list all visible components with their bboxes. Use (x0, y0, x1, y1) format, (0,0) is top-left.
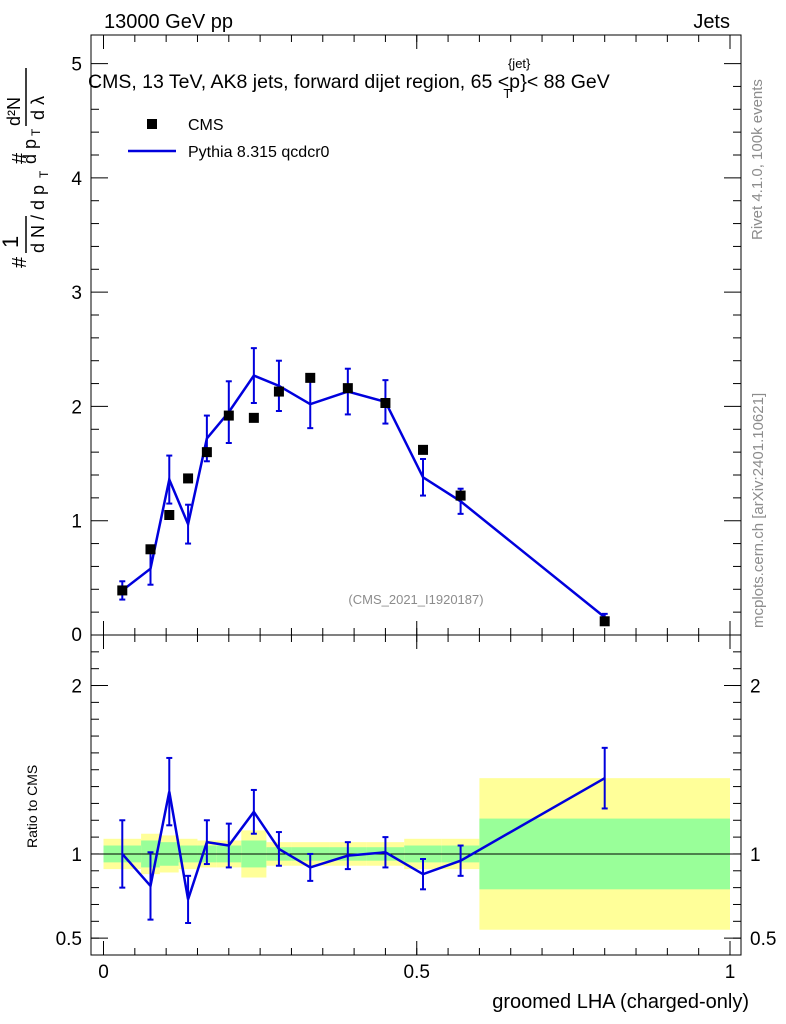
data-point (183, 473, 194, 484)
y-tick-label: 4 (71, 169, 82, 190)
ratio-plot-frame (90, 634, 742, 956)
x-tick-label: 1 (725, 962, 736, 983)
x-tick-label: 0 (98, 962, 109, 983)
svg-text:#: # (9, 256, 31, 268)
legend-data-label: CMS (188, 117, 224, 134)
mc-series-main (119, 347, 608, 622)
y-tick-label: 2 (71, 397, 82, 418)
svg-text:d p: d p (20, 139, 40, 164)
x-axis-label: groomed LHA (charged-only) (492, 991, 749, 1013)
data-point (145, 544, 156, 555)
data-point (201, 447, 212, 458)
x-tick-label: 0.5 (404, 962, 430, 983)
mcplots-credit: mcplots.cern.ch [arXiv:2401.10621] (750, 393, 767, 628)
data-point (223, 410, 234, 421)
header-category: Jets (693, 11, 730, 33)
ratio-y-tick-label: 0.5 (56, 929, 82, 950)
chart-title: CMS, 13 TeV, AK8 jets, forward dijet reg… (88, 56, 610, 101)
y-tick-label: 1 (71, 512, 82, 533)
rivet-version: Rivet 4.1.0, 100k events (749, 79, 766, 240)
ratio-y-tick-label-right: 1 (750, 845, 761, 866)
data-point (342, 383, 353, 394)
axis-ticks: 0 0.5 1 1 2 3 4 5 0 0.5 0.5 1 1 2 2 (56, 35, 776, 983)
ratio-y-tick-label: 2 (71, 677, 82, 698)
svg-text:d N / d p: d N / d p (28, 185, 48, 253)
svg-text:#: # (9, 152, 31, 164)
ratio-y-tick-label-right: 2 (750, 677, 761, 698)
mc-series-ratio (119, 746, 608, 924)
y-tick-label: 5 (71, 55, 82, 76)
y-tick-label-zero: 0 (71, 625, 82, 646)
data-point (599, 616, 610, 627)
ratio-y-tick-label-right: 0.5 (750, 929, 776, 950)
data-series-main (117, 372, 610, 627)
y-axis-label-main: # 1 d N / d p T # d p T d²N d λ (0, 68, 51, 268)
analysis-id: (CMS_2021_I1920187) (348, 592, 483, 607)
ratio-line (121, 777, 606, 900)
data-point (248, 412, 259, 423)
svg-text:1: 1 (0, 236, 23, 248)
svg-text:T: T (37, 170, 51, 178)
svg-text:d²N: d²N (4, 97, 24, 126)
data-point (164, 510, 175, 520)
legend-data-marker (147, 119, 157, 129)
data-point (117, 585, 128, 596)
svg-text:d λ: d λ (28, 96, 48, 120)
data-point (455, 490, 466, 501)
y-axis-label-ratio: Ratio to CMS (24, 765, 40, 848)
ratio-y-tick-label: 1 (71, 845, 82, 866)
data-point (418, 444, 429, 455)
mc-line (121, 374, 606, 619)
legend-mc-label: Pythia 8.315 qcdcr0 (188, 144, 330, 161)
data-point (305, 372, 316, 383)
data-point (380, 398, 391, 408)
svg-text:T: T (29, 128, 43, 136)
header-energy: 13000 GeV pp (104, 11, 233, 33)
data-point (273, 386, 284, 397)
y-tick-label: 3 (71, 283, 82, 304)
